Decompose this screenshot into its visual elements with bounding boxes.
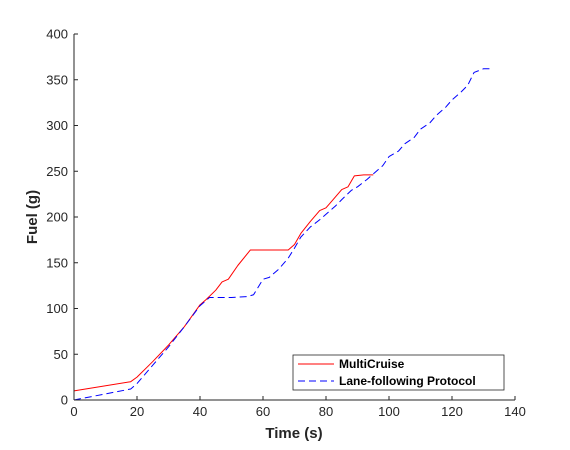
x-tick-label: 20: [130, 404, 144, 419]
x-tick-label: 40: [193, 404, 207, 419]
y-tick-label: 300: [46, 118, 68, 133]
legend: MultiCruise Lane-following Protocol: [292, 354, 505, 391]
series-line-lane-following-protocol: [73, 68, 490, 401]
y-tick-label: 100: [46, 301, 68, 316]
x-ticks: 0 20 40 60 80 100 120 140: [70, 396, 526, 419]
y-tick-label: 0: [61, 393, 68, 408]
x-tick-label: 0: [70, 404, 77, 419]
y-tick-label: 150: [46, 255, 68, 270]
legend-label-lane-following: Lane-following Protocol: [339, 374, 476, 388]
x-axis-title: Time (s): [265, 425, 322, 442]
y-tick-label: 350: [46, 72, 68, 87]
x-tick-label: 120: [441, 404, 463, 419]
x-tick-label: 80: [319, 404, 333, 419]
series-layer: [73, 68, 490, 401]
x-tick-label: 140: [504, 404, 526, 419]
y-axis-title: Fuel (g): [24, 190, 41, 244]
legend-label-multicruise: MultiCruise: [339, 357, 405, 371]
y-tick-label: 400: [46, 27, 68, 42]
y-tick-label: 200: [46, 210, 68, 225]
y-ticks: 0 50 100 150 200 250 300 350 400: [46, 27, 78, 408]
x-tick-label: 100: [378, 404, 400, 419]
series-line-multicruise: [73, 174, 374, 392]
legend-box: [292, 354, 505, 391]
plot-area: [74, 34, 515, 400]
x-tick-label: 60: [256, 404, 270, 419]
y-tick-label: 250: [46, 164, 68, 179]
y-tick-label: 50: [54, 347, 68, 362]
